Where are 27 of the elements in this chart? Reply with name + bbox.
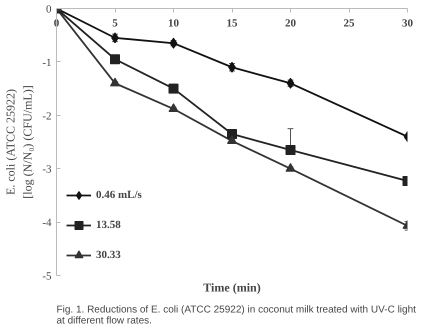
- y-tick-label: -5: [42, 270, 52, 282]
- x-tick-label: 0: [54, 18, 60, 30]
- x-tick-label: 25: [344, 18, 355, 30]
- caption: Fig. 1. Reductions of E. coli (ATCC 25922) in coconut milk treated with UV-C light at different flow rates.: [56, 304, 416, 326]
- y-axis-title: E. coli (ATCC 25922) [log (N/N₀) (CFU/mL)]: [4, 85, 34, 199]
- y-tick-label: -1: [42, 56, 52, 69]
- legend-label: 13.58: [96, 219, 121, 231]
- y-tick-label: -3: [42, 164, 52, 176]
- y-tick-label: -2: [42, 110, 52, 122]
- point: [110, 78, 120, 86]
- x-tick-label: 5: [112, 18, 118, 30]
- x-tick-label: 30: [402, 18, 414, 30]
- x-tick-label: 15: [226, 18, 238, 30]
- x-axis-title: Time (min): [203, 280, 261, 294]
- legend-label: 30.33: [96, 249, 121, 261]
- point: [286, 145, 296, 156]
- point: [110, 54, 120, 64]
- point: [168, 84, 178, 94]
- point: [168, 103, 178, 112]
- point: [227, 135, 237, 144]
- point: [286, 163, 296, 172]
- legend-label: 0.46 mL/s: [96, 189, 142, 201]
- point: [227, 128, 237, 139]
- y-tick-label: 0: [46, 4, 52, 16]
- x-tick-label: 20: [285, 18, 296, 30]
- y-tick-label: -4: [42, 217, 52, 230]
- x-tick-label: 10: [168, 18, 180, 30]
